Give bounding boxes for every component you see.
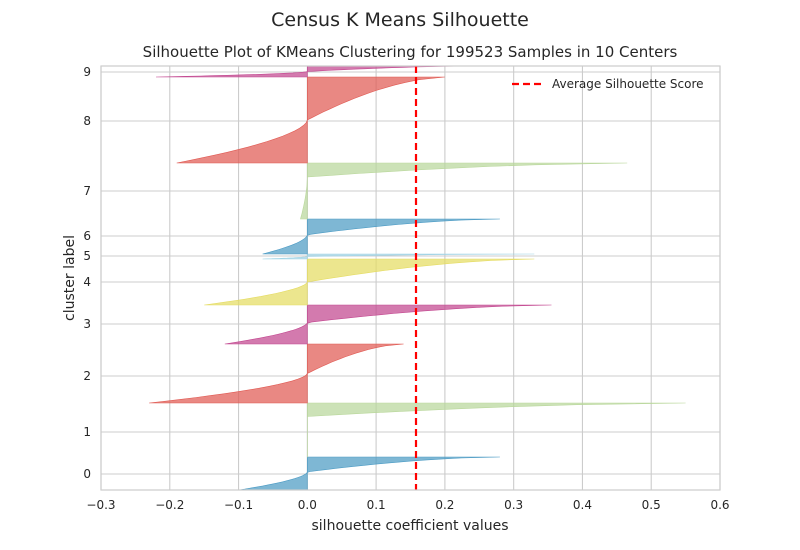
y-axis-label: cluster label	[62, 235, 78, 321]
silhouette-band	[262, 218, 500, 255]
silhouette-band	[300, 162, 628, 220]
x-tick-label: 0.4	[573, 498, 592, 512]
x-axis-label: silhouette coefficient values	[312, 518, 509, 534]
y-tick-label: 7	[83, 184, 91, 198]
x-tick-label: 0.5	[642, 498, 661, 512]
silhouette-bands	[149, 65, 686, 491]
x-tick-label: −0.1	[224, 498, 253, 512]
x-tick-label: 0.6	[710, 498, 729, 512]
silhouette-band	[204, 258, 535, 306]
figure-suptitle: Census K Means Silhouette	[271, 9, 529, 31]
y-tick-label: 4	[83, 275, 91, 289]
y-tick-label: 3	[83, 317, 91, 331]
silhouette-band	[176, 76, 445, 164]
x-tick-label: 0.2	[435, 498, 454, 512]
silhouette-band	[155, 65, 476, 78]
x-tick-label: −0.2	[155, 498, 184, 512]
x-tick-label: 0.0	[298, 498, 317, 512]
x-tick-label: 0.1	[367, 498, 386, 512]
y-tick-label: 6	[83, 229, 91, 243]
legend-average-label: Average Silhouette Score	[552, 77, 704, 91]
silhouette-band	[262, 253, 535, 260]
silhouette-band	[224, 304, 552, 345]
y-tick-label: 2	[83, 369, 91, 383]
x-tick-label: −0.3	[86, 498, 115, 512]
x-tick-labels: −0.3 −0.2 −0.1 0.0 0.1 0.2 0.3 0.4 0.5 0.6	[86, 498, 729, 512]
y-grid-lines	[101, 71, 720, 475]
x-tick-label: 0.3	[504, 498, 523, 512]
plot-area	[101, 66, 720, 490]
y-tick-label: 1	[83, 425, 91, 439]
silhouette-band	[307, 402, 686, 458]
plot-frame	[100, 65, 721, 491]
y-tick-label: 9	[83, 65, 91, 79]
y-tick-label: 5	[83, 249, 91, 263]
y-tick-label: 8	[83, 114, 91, 128]
y-tick-label: 0	[83, 467, 91, 481]
legend: Average Silhouette Score	[512, 77, 704, 91]
chart-title: Silhouette Plot of KMeans Clustering for…	[143, 43, 678, 61]
silhouette-band	[149, 343, 404, 404]
y-tick-labels: 0 1 2 3 4 5 6 7 8 9	[83, 65, 91, 481]
silhouette-band	[238, 456, 500, 491]
